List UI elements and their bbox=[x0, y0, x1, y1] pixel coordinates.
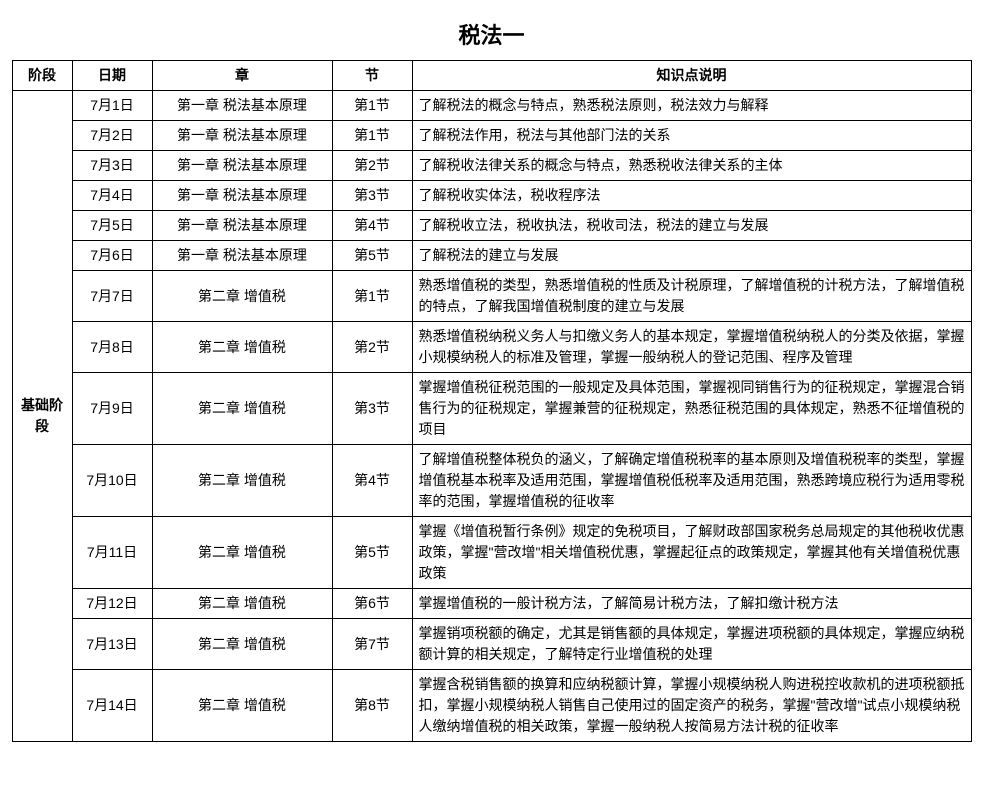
cell-desc: 了解税法的建立与发展 bbox=[412, 241, 971, 271]
cell-desc: 了解税法的概念与特点，熟悉税法原则，税法效力与解释 bbox=[412, 91, 971, 121]
cell-section: 第3节 bbox=[332, 373, 412, 445]
cell-date: 7月3日 bbox=[72, 151, 152, 181]
table-row: 7月9日第二章 增值税第3节掌握增值税征税范围的一般规定及具体范围，掌握视同销售… bbox=[12, 373, 971, 445]
table-row: 7月10日第二章 增值税第4节了解增值税整体税负的涵义，了解确定增值税税率的基本… bbox=[12, 445, 971, 517]
cell-date: 7月9日 bbox=[72, 373, 152, 445]
cell-desc: 了解税收立法，税收执法，税收司法，税法的建立与发展 bbox=[412, 211, 971, 241]
table-row: 7月14日第二章 增值税第8节掌握含税销售额的换算和应纳税额计算，掌握小规模纳税… bbox=[12, 670, 971, 742]
cell-section: 第5节 bbox=[332, 241, 412, 271]
page-title: 税法一 bbox=[10, 10, 973, 60]
cell-date: 7月4日 bbox=[72, 181, 152, 211]
cell-section: 第1节 bbox=[332, 271, 412, 322]
cell-chapter: 第二章 增值税 bbox=[152, 322, 332, 373]
cell-chapter: 第一章 税法基本原理 bbox=[152, 151, 332, 181]
cell-date: 7月2日 bbox=[72, 121, 152, 151]
cell-section: 第8节 bbox=[332, 670, 412, 742]
cell-date: 7月1日 bbox=[72, 91, 152, 121]
cell-date: 7月7日 bbox=[72, 271, 152, 322]
table-header-row: 阶段 日期 章 节 知识点说明 bbox=[12, 61, 971, 91]
table-row: 基础阶段7月1日第一章 税法基本原理第1节了解税法的概念与特点，熟悉税法原则，税… bbox=[12, 91, 971, 121]
cell-section: 第2节 bbox=[332, 322, 412, 373]
cell-date: 7月11日 bbox=[72, 517, 152, 589]
col-header-chapter: 章 bbox=[152, 61, 332, 91]
study-plan-table: 阶段 日期 章 节 知识点说明 基础阶段7月1日第一章 税法基本原理第1节了解税… bbox=[12, 60, 972, 742]
cell-desc: 了解税收实体法，税收程序法 bbox=[412, 181, 971, 211]
cell-desc: 了解税法作用，税法与其他部门法的关系 bbox=[412, 121, 971, 151]
cell-chapter: 第一章 税法基本原理 bbox=[152, 181, 332, 211]
cell-section: 第5节 bbox=[332, 517, 412, 589]
cell-desc: 掌握销项税额的确定，尤其是销售额的具体规定，掌握进项税额的具体规定，掌握应纳税额… bbox=[412, 619, 971, 670]
cell-section: 第6节 bbox=[332, 589, 412, 619]
cell-desc: 熟悉增值税的类型，熟悉增值税的性质及计税原理，了解增值税的计税方法，了解增值税的… bbox=[412, 271, 971, 322]
cell-section: 第4节 bbox=[332, 211, 412, 241]
cell-section: 第7节 bbox=[332, 619, 412, 670]
cell-chapter: 第二章 增值税 bbox=[152, 445, 332, 517]
cell-chapter: 第一章 税法基本原理 bbox=[152, 121, 332, 151]
table-row: 7月6日第一章 税法基本原理第5节了解税法的建立与发展 bbox=[12, 241, 971, 271]
table-row: 7月3日第一章 税法基本原理第2节了解税收法律关系的概念与特点，熟悉税收法律关系… bbox=[12, 151, 971, 181]
cell-chapter: 第二章 增值税 bbox=[152, 589, 332, 619]
cell-chapter: 第二章 增值税 bbox=[152, 619, 332, 670]
cell-date: 7月8日 bbox=[72, 322, 152, 373]
cell-date: 7月5日 bbox=[72, 211, 152, 241]
cell-date: 7月10日 bbox=[72, 445, 152, 517]
table-row: 7月4日第一章 税法基本原理第3节了解税收实体法，税收程序法 bbox=[12, 181, 971, 211]
cell-date: 7月6日 bbox=[72, 241, 152, 271]
col-header-section: 节 bbox=[332, 61, 412, 91]
cell-chapter: 第一章 税法基本原理 bbox=[152, 241, 332, 271]
table-row: 7月8日第二章 增值税第2节熟悉增值税纳税义务人与扣缴义务人的基本规定，掌握增值… bbox=[12, 322, 971, 373]
cell-section: 第4节 bbox=[332, 445, 412, 517]
table-row: 7月5日第一章 税法基本原理第4节了解税收立法，税收执法，税收司法，税法的建立与… bbox=[12, 211, 971, 241]
cell-desc: 熟悉增值税纳税义务人与扣缴义务人的基本规定，掌握增值税纳税人的分类及依据，掌握小… bbox=[412, 322, 971, 373]
cell-chapter: 第二章 增值税 bbox=[152, 670, 332, 742]
cell-chapter: 第二章 增值税 bbox=[152, 271, 332, 322]
cell-section: 第1节 bbox=[332, 121, 412, 151]
cell-section: 第3节 bbox=[332, 181, 412, 211]
cell-chapter: 第一章 税法基本原理 bbox=[152, 91, 332, 121]
cell-section: 第1节 bbox=[332, 91, 412, 121]
stage-cell: 基础阶段 bbox=[12, 91, 72, 742]
cell-date: 7月12日 bbox=[72, 589, 152, 619]
table-row: 7月7日第二章 增值税第1节熟悉增值税的类型，熟悉增值税的性质及计税原理，了解增… bbox=[12, 271, 971, 322]
col-header-stage: 阶段 bbox=[12, 61, 72, 91]
table-body: 基础阶段7月1日第一章 税法基本原理第1节了解税法的概念与特点，熟悉税法原则，税… bbox=[12, 91, 971, 742]
cell-desc: 了解税收法律关系的概念与特点，熟悉税收法律关系的主体 bbox=[412, 151, 971, 181]
col-header-date: 日期 bbox=[72, 61, 152, 91]
cell-date: 7月14日 bbox=[72, 670, 152, 742]
cell-date: 7月13日 bbox=[72, 619, 152, 670]
cell-chapter: 第一章 税法基本原理 bbox=[152, 211, 332, 241]
cell-chapter: 第二章 增值税 bbox=[152, 517, 332, 589]
cell-section: 第2节 bbox=[332, 151, 412, 181]
cell-desc: 了解增值税整体税负的涵义，了解确定增值税税率的基本原则及增值税税率的类型，掌握增… bbox=[412, 445, 971, 517]
table-row: 7月12日第二章 增值税第6节掌握增值税的一般计税方法，了解简易计税方法，了解扣… bbox=[12, 589, 971, 619]
cell-desc: 掌握含税销售额的换算和应纳税额计算，掌握小规模纳税人购进税控收款机的进项税额抵扣… bbox=[412, 670, 971, 742]
col-header-desc: 知识点说明 bbox=[412, 61, 971, 91]
cell-desc: 掌握增值税的一般计税方法，了解简易计税方法，了解扣缴计税方法 bbox=[412, 589, 971, 619]
cell-chapter: 第二章 增值税 bbox=[152, 373, 332, 445]
cell-desc: 掌握《增值税暂行条例》规定的免税项目，了解财政部国家税务总局规定的其他税收优惠政… bbox=[412, 517, 971, 589]
cell-desc: 掌握增值税征税范围的一般规定及具体范围，掌握视同销售行为的征税规定，掌握混合销售… bbox=[412, 373, 971, 445]
table-row: 7月13日第二章 增值税第7节掌握销项税额的确定，尤其是销售额的具体规定，掌握进… bbox=[12, 619, 971, 670]
table-row: 7月11日第二章 增值税第5节掌握《增值税暂行条例》规定的免税项目，了解财政部国… bbox=[12, 517, 971, 589]
table-row: 7月2日第一章 税法基本原理第1节了解税法作用，税法与其他部门法的关系 bbox=[12, 121, 971, 151]
